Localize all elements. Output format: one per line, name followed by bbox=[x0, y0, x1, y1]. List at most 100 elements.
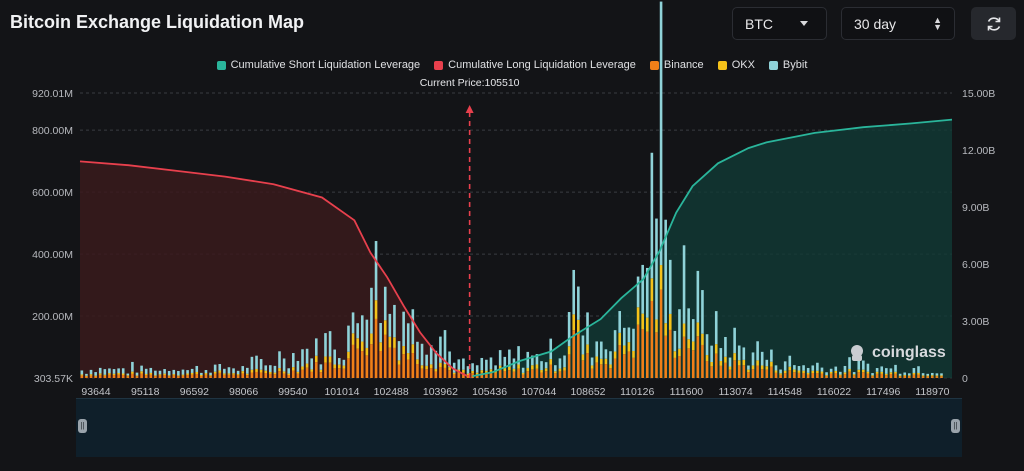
bar-okx bbox=[342, 365, 346, 369]
bar-binance bbox=[292, 370, 295, 378]
bar-okx bbox=[517, 364, 520, 369]
bar-okx bbox=[921, 375, 925, 377]
bar-bybit bbox=[190, 368, 194, 373]
bar-bybit bbox=[112, 369, 116, 374]
bar-binance bbox=[310, 371, 313, 378]
short-area bbox=[472, 119, 952, 378]
bar-binance bbox=[163, 374, 166, 378]
bar-okx bbox=[701, 333, 704, 345]
legend-item-bybit[interactable]: Bybit bbox=[768, 59, 807, 71]
legend-item-okx[interactable]: OKX bbox=[717, 59, 755, 71]
range-select[interactable]: 30 day ▲ ▼ bbox=[841, 7, 955, 40]
y-left-tick-label: 200.00M bbox=[32, 311, 73, 323]
bar-okx bbox=[930, 375, 934, 377]
bar-okx bbox=[600, 358, 603, 365]
bar-okx bbox=[273, 372, 277, 375]
bar-binance bbox=[342, 368, 346, 378]
bar-okx bbox=[131, 371, 134, 374]
bar-binance bbox=[434, 371, 438, 378]
bar-bybit bbox=[843, 365, 847, 373]
bar-binance bbox=[383, 334, 387, 378]
bar-binance bbox=[269, 373, 272, 378]
bar-bybit bbox=[517, 346, 520, 365]
bar-binance bbox=[333, 368, 336, 378]
bar-binance bbox=[645, 331, 649, 378]
bar-okx bbox=[549, 359, 553, 365]
bar-binance bbox=[250, 372, 254, 378]
x-tick-label: 102488 bbox=[374, 386, 409, 398]
bar-okx bbox=[429, 364, 433, 369]
bar-bybit bbox=[834, 366, 838, 371]
legend-item-binance[interactable]: Binance bbox=[649, 59, 704, 71]
slider-handle-right[interactable]: || bbox=[951, 419, 960, 433]
bar-okx bbox=[756, 360, 759, 366]
bar-bybit bbox=[292, 353, 295, 368]
bar-okx bbox=[319, 369, 323, 373]
bar-okx bbox=[540, 370, 543, 373]
bar-bybit bbox=[687, 308, 690, 340]
bar-okx bbox=[636, 307, 640, 325]
legend-item-short[interactable]: Cumulative Short Liquidation Leverage bbox=[216, 59, 420, 71]
legend-item-long[interactable]: Cumulative Long Liquidation Leverage bbox=[434, 59, 636, 71]
slider-handle-left[interactable]: || bbox=[78, 419, 87, 433]
bar-binance bbox=[816, 373, 819, 378]
bar-bybit bbox=[526, 351, 530, 368]
bar-okx bbox=[714, 344, 718, 354]
x-tick-label: 107044 bbox=[521, 386, 556, 398]
bar-binance bbox=[411, 353, 415, 378]
bar-bybit bbox=[802, 365, 805, 371]
bar-bybit bbox=[862, 360, 865, 370]
range-slider[interactable]: || || bbox=[76, 398, 962, 457]
bar-binance bbox=[650, 300, 654, 378]
bar-okx bbox=[181, 374, 185, 376]
bar-bybit bbox=[144, 368, 148, 374]
bar-okx bbox=[333, 364, 336, 369]
bar-okx bbox=[521, 372, 525, 375]
bar-bybit bbox=[498, 350, 502, 366]
bar-binance bbox=[452, 374, 456, 378]
bar-bybit bbox=[457, 359, 461, 370]
bar-bybit bbox=[586, 312, 589, 345]
bar-okx bbox=[940, 375, 943, 377]
x-tick-label: 116022 bbox=[817, 386, 851, 398]
refresh-button[interactable] bbox=[971, 7, 1016, 40]
bar-binance bbox=[223, 374, 226, 378]
bar-bybit bbox=[374, 241, 378, 301]
y-left-tick-label: 600.00M bbox=[32, 187, 73, 199]
bar-bybit bbox=[544, 362, 548, 369]
bar-bybit bbox=[278, 351, 281, 369]
bar-okx bbox=[397, 360, 401, 365]
bar-okx bbox=[144, 373, 148, 376]
bar-okx bbox=[186, 373, 189, 375]
bar-okx bbox=[213, 371, 217, 374]
bar-okx bbox=[526, 367, 530, 372]
bar-binance bbox=[930, 376, 934, 378]
bar-binance bbox=[742, 365, 746, 378]
bar-bybit bbox=[880, 366, 884, 372]
x-tick-label: 96592 bbox=[180, 386, 209, 398]
bar-binance bbox=[691, 350, 695, 378]
symbol-select[interactable]: BTC bbox=[732, 7, 827, 40]
bar-binance bbox=[903, 375, 907, 378]
bar-okx bbox=[278, 368, 281, 372]
bar-bybit bbox=[912, 368, 916, 373]
bar-binance bbox=[140, 373, 143, 378]
bar-bybit bbox=[816, 362, 819, 371]
x-tick-label: 95118 bbox=[131, 386, 160, 398]
bar-binance bbox=[227, 374, 231, 378]
bar-okx bbox=[255, 368, 258, 372]
bar-bybit bbox=[158, 370, 162, 375]
bar-binance bbox=[508, 370, 511, 378]
bar-okx bbox=[282, 371, 286, 374]
y-right-tick-label: 0 bbox=[962, 373, 968, 385]
bar-okx bbox=[324, 356, 327, 363]
bar-binance bbox=[613, 358, 617, 378]
bar-bybit bbox=[273, 365, 277, 373]
bar-bybit bbox=[622, 327, 626, 346]
bar-okx bbox=[195, 371, 199, 374]
bar-bybit bbox=[632, 328, 635, 351]
bar-bybit bbox=[719, 348, 723, 361]
bar-bybit bbox=[264, 365, 268, 371]
bar-okx bbox=[802, 370, 805, 373]
bar-bybit bbox=[770, 349, 773, 362]
